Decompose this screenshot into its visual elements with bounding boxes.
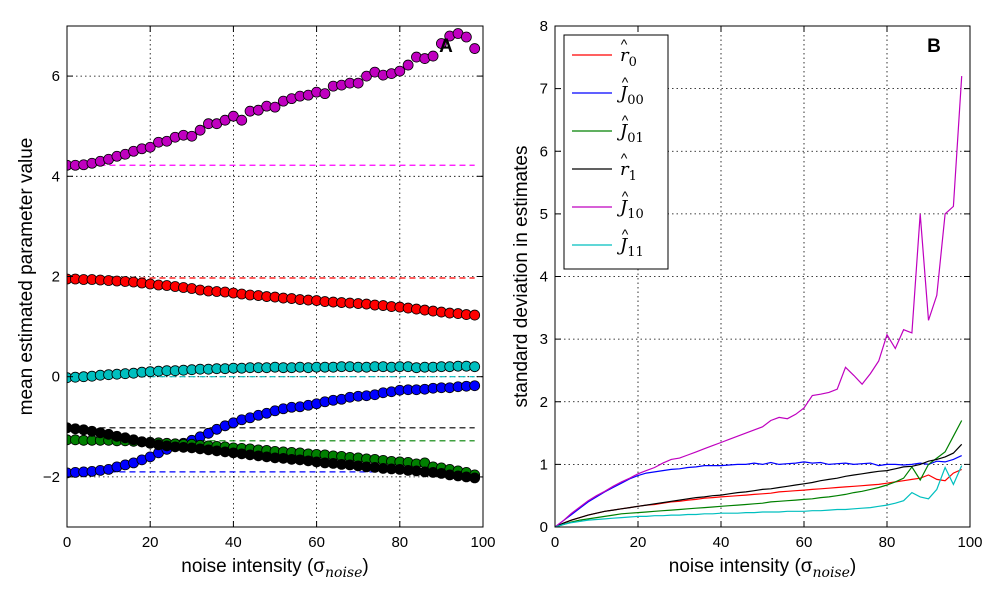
data-point	[319, 88, 331, 100]
plot-area	[555, 76, 963, 527]
series-line-4	[555, 76, 963, 527]
panel-label: A	[439, 36, 453, 57]
data-point	[269, 101, 281, 113]
series-line-5	[555, 465, 963, 527]
y-tick-label: 0	[540, 519, 548, 536]
series-line-1	[555, 455, 962, 527]
x-tick-label: 60	[796, 534, 813, 551]
legend-item: J00^	[572, 74, 644, 108]
legend-box	[563, 34, 669, 270]
legend-label: J10	[616, 197, 644, 222]
x-tick-label: 40	[713, 534, 730, 551]
x-tick-label: 80	[879, 534, 896, 551]
x-tick-label: 60	[308, 534, 325, 551]
x-tick-label: 0	[551, 534, 559, 551]
y-tick-label: 8	[540, 18, 548, 35]
legend-label: J11	[616, 235, 644, 260]
y-tick-label: 5	[540, 206, 548, 223]
legend-hat: ^	[622, 226, 629, 242]
y-tick-label: 0	[52, 369, 60, 386]
panel-label: B	[927, 36, 941, 57]
y-tick-label: 6	[52, 68, 60, 85]
data-point	[427, 50, 439, 62]
legend-item: J10^	[572, 188, 644, 222]
legend-hat: ^	[622, 112, 629, 128]
series-0	[67, 28, 481, 171]
series-line-3	[555, 443, 963, 527]
legend-label: J01	[616, 121, 644, 146]
data-point	[469, 380, 481, 392]
series-5	[67, 422, 481, 484]
y-axis-label: mean estimated parameter value	[16, 138, 37, 416]
series-1	[67, 273, 481, 321]
data-point	[236, 114, 248, 126]
x-tick-label: 80	[391, 534, 408, 551]
data-point	[469, 361, 481, 373]
legend-item: J01^	[572, 112, 644, 146]
y-axis-label: standard deviation in estimates	[511, 146, 532, 408]
data-point	[402, 59, 414, 71]
y-tick-label: 1	[540, 456, 548, 473]
legend-item: r0^	[572, 36, 637, 70]
legend-hat: ^	[621, 36, 628, 52]
y-tick-label: 4	[52, 168, 60, 185]
legend-label: r0	[620, 45, 637, 70]
y-tick-label: −2	[43, 469, 60, 486]
data-point	[435, 38, 447, 49]
x-axis-label: noise intensity (σnoise)	[669, 556, 856, 581]
legend-hat: ^	[622, 188, 629, 204]
legend-label: r1	[620, 159, 637, 184]
ticks: 0 20 40 60 80 100 −2 0 2 4 6	[43, 26, 496, 551]
x-tick-label: 0	[63, 534, 71, 551]
legend-item: J11^	[572, 226, 644, 260]
x-tick-label: 20	[142, 534, 159, 551]
legend-hat: ^	[622, 74, 629, 90]
ticks: 0 20 40 60 80 100 0 1 2 3 4 5 6 7 8	[540, 18, 983, 551]
data-point	[144, 141, 156, 153]
x-axis-label: noise intensity (σnoise)	[181, 556, 368, 581]
series-line-2	[555, 420, 963, 527]
data-point	[394, 65, 406, 77]
y-tick-label: 2	[52, 269, 60, 286]
legend-hat: ^	[621, 150, 628, 166]
plot-area	[67, 28, 481, 484]
series-2	[67, 360, 481, 384]
legend-label: J00	[616, 83, 644, 108]
legend: r0^J00^J01^r1^J10^J11^	[563, 34, 669, 270]
data-point	[352, 77, 364, 89]
data-point	[460, 31, 472, 43]
data-point	[469, 43, 481, 54]
y-tick-label: 3	[540, 331, 548, 348]
data-point	[469, 309, 481, 321]
y-tick-label: 2	[540, 394, 548, 411]
data-point	[469, 472, 481, 484]
legend-item: r1^	[572, 150, 637, 184]
x-tick-label: 100	[470, 534, 495, 551]
x-tick-label: 100	[957, 534, 982, 551]
data-point	[194, 124, 206, 136]
panel-b: 0 20 40 60 80 100 0 1 2 3 4 5 6 7 8 noise intensity (σn…	[511, 18, 983, 581]
data-point	[186, 130, 198, 142]
y-tick-label: 4	[540, 269, 548, 286]
x-tick-label: 40	[225, 534, 242, 551]
y-tick-label: 7	[540, 81, 548, 98]
panel-a: 0 20 40 60 80 100 −2 0 2 4 6 noise intensity (σnois…	[16, 25, 496, 581]
y-tick-label: 6	[540, 143, 548, 160]
x-tick-label: 20	[630, 534, 647, 551]
